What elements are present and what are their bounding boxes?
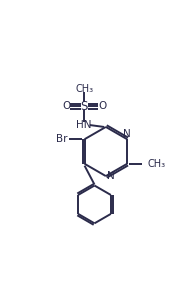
Text: N: N <box>123 130 131 140</box>
Text: N: N <box>107 171 115 181</box>
Text: O: O <box>62 101 70 111</box>
Text: O: O <box>98 101 106 111</box>
Text: CH₃: CH₃ <box>148 159 166 169</box>
Text: S: S <box>80 100 88 113</box>
Text: CH₃: CH₃ <box>75 84 93 94</box>
Text: HN: HN <box>76 120 92 130</box>
Text: Br: Br <box>56 134 67 144</box>
